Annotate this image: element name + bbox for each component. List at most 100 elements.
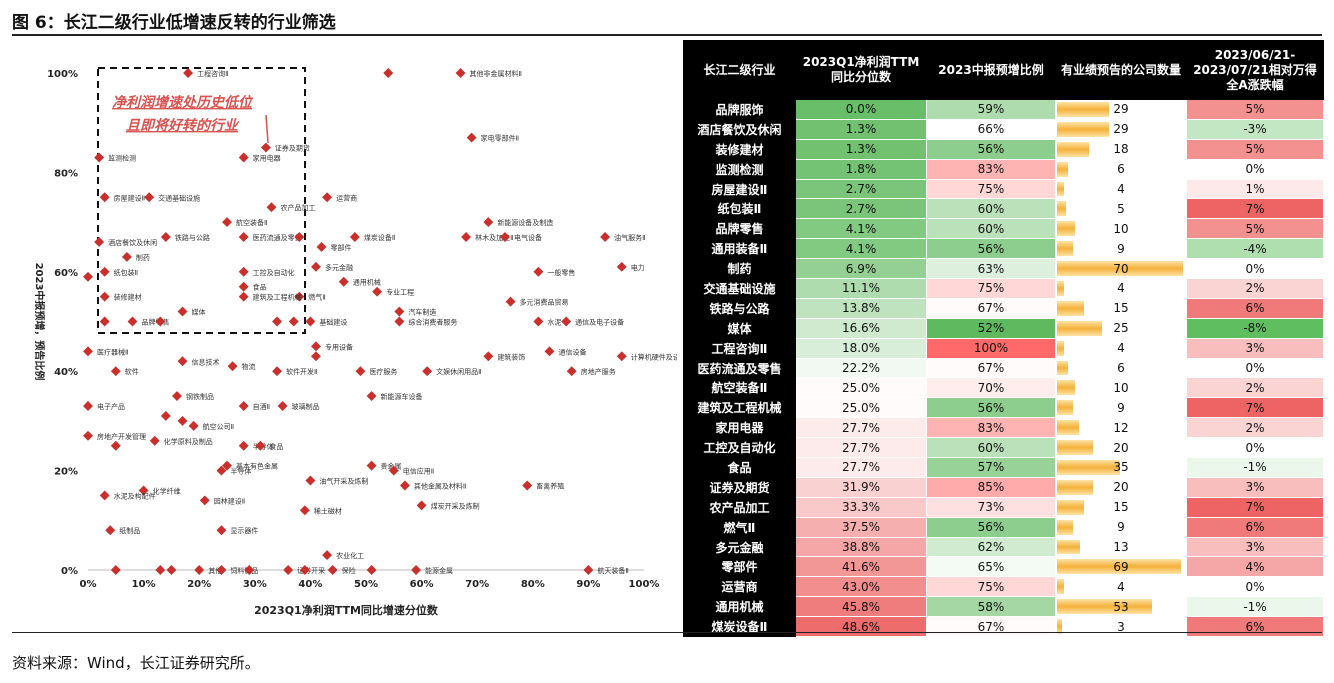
data-point-label: 其他非金属材料Ⅱ <box>470 69 522 78</box>
count-value: 18 <box>1113 142 1129 157</box>
change-cell: 0% <box>1186 158 1324 180</box>
data-point <box>311 351 321 362</box>
count-cell: 4 <box>1055 178 1187 200</box>
industry-name: 铁路与公路 <box>683 297 796 319</box>
table-row: 品牌零售 4.1% 60% 10 5% <box>683 218 1324 240</box>
selection-box <box>97 67 306 334</box>
data-point-label: 煤炭开采及炼制 <box>431 501 480 510</box>
table-row: 制药 6.9% 63% 70 0% <box>683 258 1324 280</box>
count-cell: 18 <box>1055 138 1187 160</box>
ratio-cell: 60% <box>926 218 1056 240</box>
quantile-cell: 38.8% <box>795 536 927 558</box>
count-value: 35 <box>1113 460 1129 475</box>
ratio-cell: 60% <box>926 437 1056 459</box>
data-point <box>483 351 494 362</box>
count-bar <box>1057 320 1103 336</box>
data-point <box>583 565 594 575</box>
data-point <box>366 391 377 401</box>
quantile-cell: 43.0% <box>795 576 927 598</box>
column-header: 长江二级行业 <box>683 40 796 100</box>
quantile-cell: 31.9% <box>795 476 927 498</box>
data-point-label: 航空公司Ⅱ <box>203 422 234 431</box>
count-cell: 69 <box>1055 556 1187 578</box>
annotation-arrow <box>265 114 269 144</box>
industry-name: 纸包装Ⅱ <box>683 198 796 220</box>
count-bar <box>1057 201 1066 217</box>
data-point-label: 证券开采 <box>297 566 325 575</box>
industry-name: 建筑及工程机械 <box>683 397 796 419</box>
change-cell: -8% <box>1186 317 1324 339</box>
data-point <box>388 465 399 476</box>
count-bar <box>1057 141 1090 157</box>
count-cell: 4 <box>1055 337 1187 359</box>
count-cell: 20 <box>1055 437 1187 459</box>
table-row: 建筑及工程机械 25.0% 56% 9 7% <box>683 397 1324 419</box>
data-point <box>238 281 249 292</box>
data-point <box>294 232 305 242</box>
count-cell: 10 <box>1055 377 1187 399</box>
ratio-cell: 52% <box>926 317 1056 339</box>
data-point <box>288 316 299 327</box>
y-tick-label: 40% <box>54 367 78 378</box>
quantile-cell: 48.6% <box>795 616 927 638</box>
ratio-cell: 56% <box>926 138 1056 160</box>
data-point <box>222 217 232 228</box>
data-point-label: 汽车制造 <box>408 308 436 317</box>
table-row: 家用电器 27.7% 83% 12 2% <box>683 417 1324 439</box>
data-point <box>322 192 333 203</box>
industry-name: 交通基础设施 <box>683 278 796 299</box>
data-point <box>277 401 288 411</box>
data-point <box>94 152 105 163</box>
data-point-label: 自酒Ⅱ <box>253 402 270 411</box>
data-point <box>83 346 93 357</box>
data-point-label: 油气服务Ⅱ <box>614 233 645 242</box>
data-point-label: 房屋建设Ⅱ <box>114 193 145 202</box>
data-point-label: 油气开采及炼制 <box>319 477 368 486</box>
industry-name: 家用电器 <box>683 417 796 439</box>
x-tick-label: 90% <box>576 579 600 590</box>
data-point <box>505 296 516 307</box>
data-point <box>105 525 116 536</box>
data-point-label: 保险 <box>342 566 356 575</box>
quantile-cell: 4.1% <box>795 218 927 240</box>
data-point-label: 电气设备 <box>514 233 542 242</box>
data-point-label: 工控及自动化 <box>253 268 295 277</box>
data-point <box>394 306 405 317</box>
data-point-label: 监测检测 <box>108 153 136 162</box>
quantile-cell: 37.5% <box>795 516 927 538</box>
data-point-label: 物流 <box>242 362 256 371</box>
table-row: 航空装备Ⅱ 25.0% 70% 10 2% <box>683 377 1324 399</box>
data-point-label: 其他金属及材料Ⅱ <box>414 482 466 491</box>
data-point <box>455 68 466 78</box>
table-row: 装修建材 1.3% 56% 18 5% <box>683 138 1324 160</box>
data-point <box>177 356 188 367</box>
count-bar <box>1057 102 1110 117</box>
count-cell: 53 <box>1055 596 1187 618</box>
change-cell: 2% <box>1186 278 1324 299</box>
data-point <box>383 68 394 78</box>
quantile-cell: 13.8% <box>795 297 927 319</box>
industry-name: 多元金融 <box>683 536 796 558</box>
count-value: 29 <box>1113 122 1129 137</box>
industry-name: 燃气Ⅱ <box>683 516 796 538</box>
count-bar <box>1057 619 1063 635</box>
quantile-cell: 16.6% <box>795 317 927 339</box>
data-point-label: 铁路与公路 <box>175 233 210 242</box>
ratio-cell: 59% <box>926 99 1056 120</box>
count-bar <box>1057 261 1184 277</box>
count-bar <box>1057 559 1182 575</box>
data-point-label: 食品 <box>269 442 283 451</box>
change-cell: 6% <box>1186 516 1324 538</box>
count-value: 4 <box>1117 182 1125 196</box>
data-point <box>222 460 232 471</box>
count-value: 9 <box>1117 241 1125 256</box>
table-row: 铁路与公路 13.8% 67% 15 6% <box>683 297 1324 319</box>
data-point <box>616 351 627 362</box>
table-row: 证券及期货 31.9% 85% 20 3% <box>683 476 1324 498</box>
bottom-rule <box>12 632 1322 633</box>
count-bar <box>1057 400 1074 416</box>
table-panel: 长江二级行业 2023Q1净利润TTM同比分位数 2023中报预增比例 有业绩预告的公… <box>683 40 1324 638</box>
data-point <box>366 460 377 471</box>
data-point-label: 文娱休闲用品Ⅱ <box>436 367 481 376</box>
count-cell: 6 <box>1055 158 1187 180</box>
